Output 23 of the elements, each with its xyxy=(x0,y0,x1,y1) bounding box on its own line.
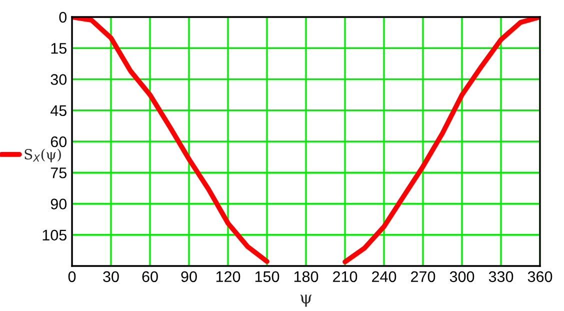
x-tick-label: 300 xyxy=(450,271,474,282)
y-tick-label: 30 xyxy=(50,74,67,85)
x-tick-label: 180 xyxy=(294,271,318,282)
y-tick-label: 105 xyxy=(42,230,66,241)
x-tick-label: 120 xyxy=(216,271,240,282)
y-tick-label: 75 xyxy=(50,168,66,178)
x-tick-label: 210 xyxy=(333,271,358,282)
x-tick-label: 270 xyxy=(411,271,436,282)
x-tick-label: 90 xyxy=(181,271,197,282)
x-tick-label: 360 xyxy=(528,271,552,282)
x-tick-label: 150 xyxy=(255,271,280,282)
y-tick-label: 90 xyxy=(50,198,67,210)
x-tick-label: 240 xyxy=(372,271,396,282)
y-tick-label: 45 xyxy=(50,105,66,116)
y-tick-label: 60 xyxy=(50,136,67,148)
x-tick-label: 330 xyxy=(488,271,514,282)
x-tick-label: 0 xyxy=(68,271,76,282)
x-tick-label: 30 xyxy=(103,271,119,282)
y-tick-label: 15 xyxy=(51,43,66,54)
x-axis-title: ψ xyxy=(300,294,312,307)
x-tick-label: 60 xyxy=(142,271,158,282)
y-tick-label: 0 xyxy=(59,12,67,23)
legend-label: S$_{X}$(ψ) xyxy=(24,148,61,162)
